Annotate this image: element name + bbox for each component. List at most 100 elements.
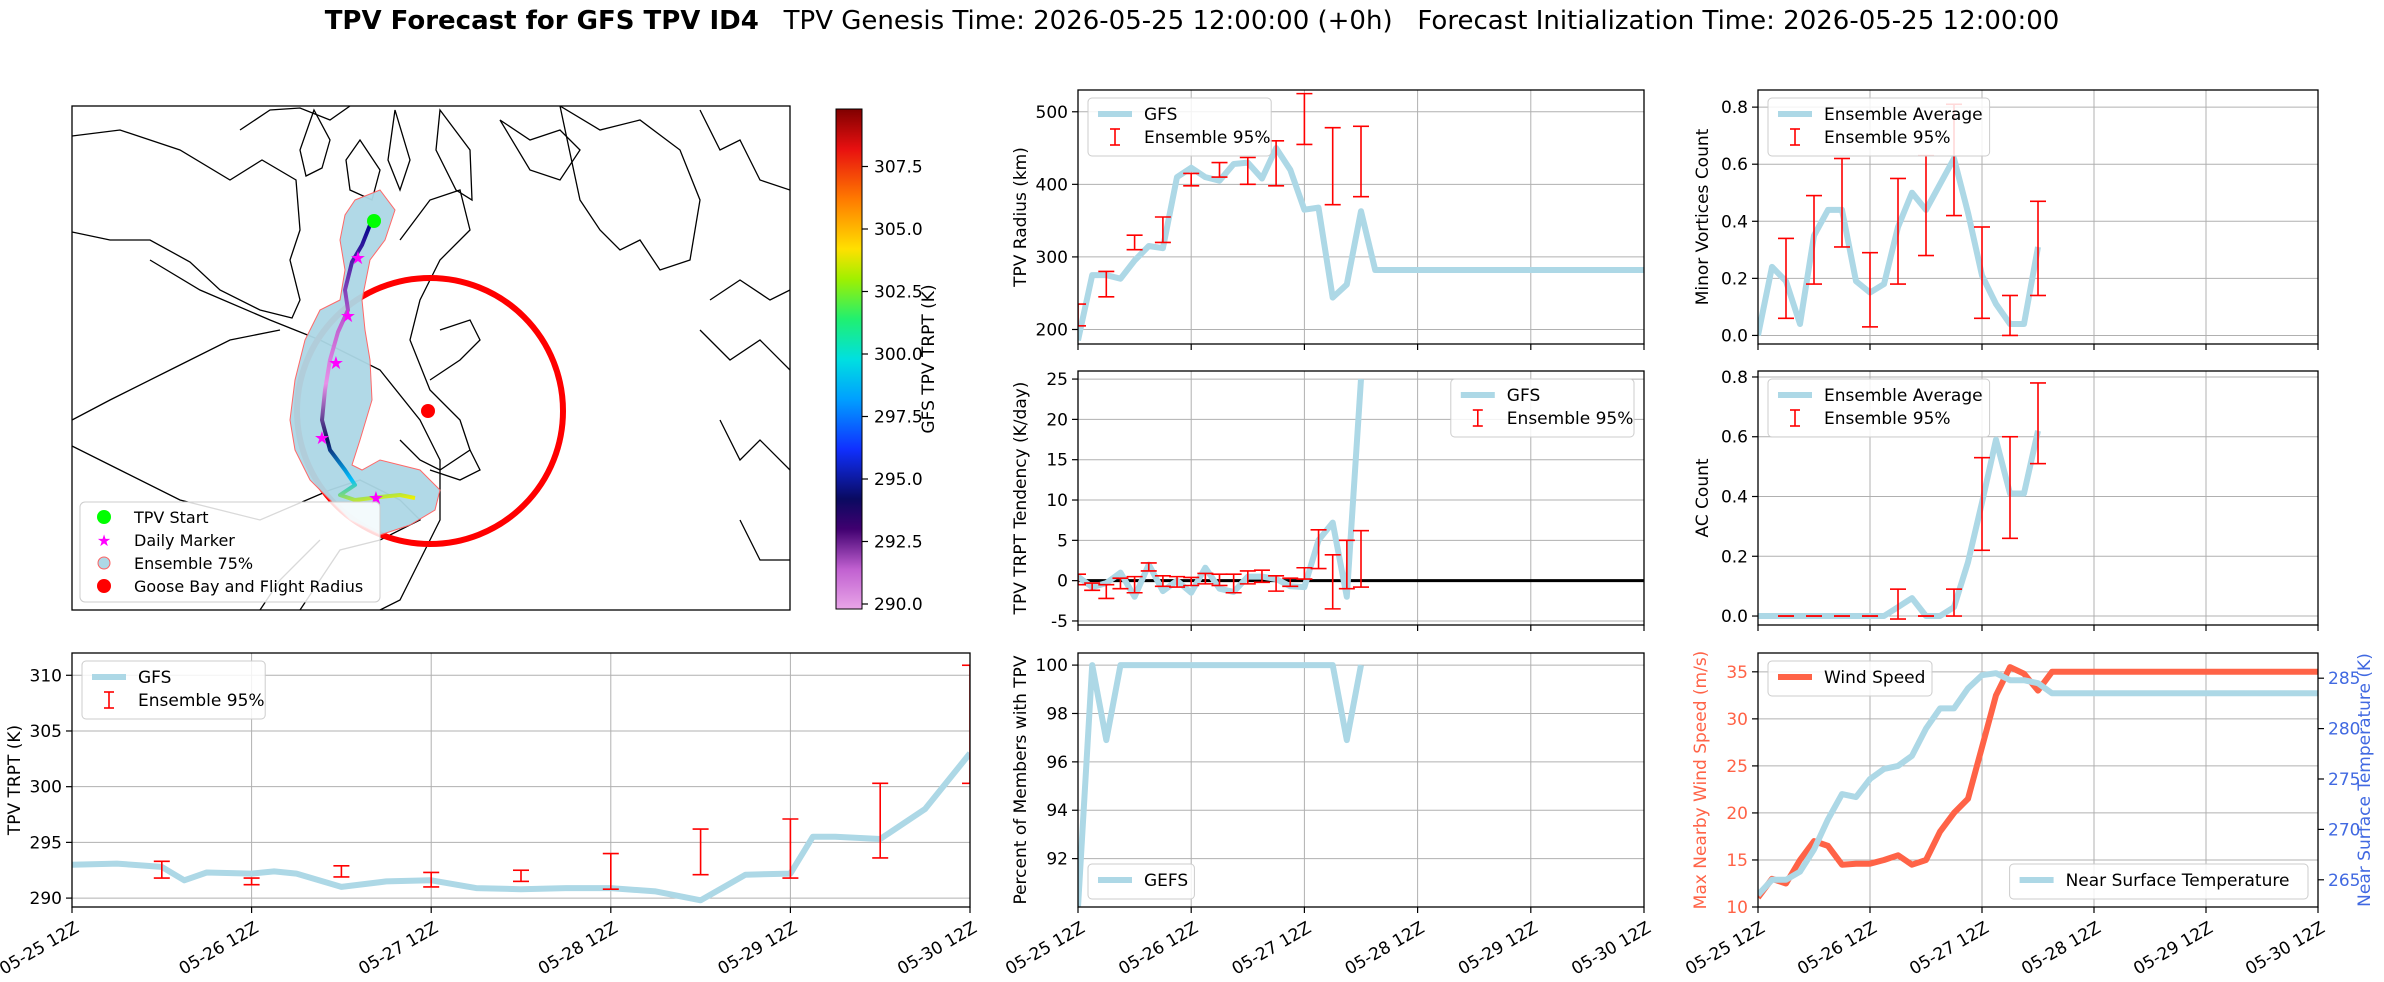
errorbar xyxy=(1778,237,1794,320)
legend-box xyxy=(2009,863,2309,900)
y-tick-label: 200 xyxy=(1036,320,1068,340)
y-tick-label: 20 xyxy=(1726,804,1748,824)
legend-label: GFS xyxy=(1144,105,1177,125)
errorbar xyxy=(1353,125,1369,198)
errorbar xyxy=(1296,92,1313,146)
x-tick-label: 05-25 12Z xyxy=(1002,918,1088,979)
chart-tendency: -5 0 5 10 15 20 25 TPV TRPT Tendency (K/day) GFS… xyxy=(1011,370,1645,632)
y-axis-label: Percent of Members with TPV xyxy=(1011,655,1031,904)
legend-tpv-start: TPV Start xyxy=(133,508,209,527)
x-tick-label: 05-30 12Z xyxy=(2242,918,2328,979)
plot-frame xyxy=(1757,652,2319,908)
y-axis-label: Minor Vortices Count xyxy=(1693,128,1713,305)
plot-area xyxy=(72,664,970,904)
errorbar xyxy=(1974,456,1990,552)
x-tick-label: 05-25 12Z xyxy=(0,918,83,979)
legend-box xyxy=(1767,660,1933,697)
series-line xyxy=(1758,430,2041,619)
legend-goose-bay: Goose Bay and Flight Radius xyxy=(134,577,363,596)
errorbar xyxy=(1197,572,1214,585)
errorbar xyxy=(602,852,619,890)
tpv-track xyxy=(320,219,416,502)
errorbar xyxy=(1098,583,1115,600)
genesis-time: TPV Genesis Time: 2026-05-25 12:00:00 (+… xyxy=(783,6,1393,36)
legend-tpv-start-icon xyxy=(97,510,111,524)
colorbar-tick-label: 290.0 xyxy=(874,595,923,615)
colorbar-tick-label: 300.0 xyxy=(874,345,923,365)
y-tick-label: 0 xyxy=(1057,572,1068,592)
y-tick-label: 15 xyxy=(1726,851,1748,871)
errorbar xyxy=(1084,582,1101,592)
chart-radius: 200 300 400 500 TPV Radius (km) GFS Ensemble 9… xyxy=(1011,89,1645,350)
legend-box xyxy=(1087,863,1195,900)
legend-box xyxy=(1087,97,1272,157)
legend-ensemble-icon xyxy=(97,556,111,570)
y-tick-label: 94 xyxy=(1046,801,1068,821)
errorbar xyxy=(1310,529,1327,570)
y-axis-label: TPV TRPT (K) xyxy=(5,725,25,836)
y-tick-label: 0.0 xyxy=(1721,607,1748,627)
errorbar xyxy=(1890,177,1906,285)
errorbar xyxy=(2002,294,2018,337)
legend-box xyxy=(1767,97,1991,157)
errorbar xyxy=(1338,539,1355,590)
y-tick-label: 305 xyxy=(30,722,62,742)
y-tick-label: 5 xyxy=(1057,531,1068,551)
legend: GFS Ensemble 95% xyxy=(81,660,266,720)
plot-area xyxy=(1758,664,2318,900)
y-tick-label: 15 xyxy=(1046,451,1068,471)
errorbar xyxy=(1239,570,1256,585)
x-tick-label: 05-26 12Z xyxy=(1115,918,1201,979)
series-line xyxy=(72,751,970,904)
y-tick-label: 35 xyxy=(1726,663,1748,683)
errorbar xyxy=(1098,270,1115,298)
y-tick-label: 300 xyxy=(30,778,62,798)
errorbar xyxy=(1126,234,1143,251)
x-tick-label: 05-30 12Z xyxy=(1568,918,1654,979)
y-tick-label: 500 xyxy=(1036,103,1068,123)
y-right-axis-label: Near Surface Temperature (K) xyxy=(2355,653,2375,907)
y-tick-label: 0.2 xyxy=(1721,269,1748,289)
errorbar xyxy=(1140,562,1157,572)
legend: GFS Ensemble 95% xyxy=(1087,97,1272,157)
series-line xyxy=(1758,664,2318,900)
legend-label: Ensemble 95% xyxy=(1507,409,1634,429)
colorbar-tick-label: 295.0 xyxy=(874,470,923,490)
daily-marker: ★ xyxy=(314,428,330,449)
y-tick-label: 10 xyxy=(1046,491,1068,511)
plot-frame xyxy=(1077,89,1645,345)
y-tick-label: 310 xyxy=(30,666,62,686)
figure-title-bold: TPV Forecast for GFS TPV ID4 xyxy=(324,6,759,36)
legend-label: Near Surface Temperature xyxy=(2066,871,2290,891)
y-tick-label: 0.8 xyxy=(1721,368,1748,388)
y-axis-label: AC Count xyxy=(1693,458,1713,537)
legend-label: Ensemble 95% xyxy=(1144,128,1271,148)
errorbar xyxy=(1834,157,1850,248)
y-right-tick-label: 285 xyxy=(2328,669,2360,689)
x-tick-label: 05-28 12Z xyxy=(2018,918,2104,979)
colorbar-ticks: 307.5 305.0 302.5 300.0 297.5 295.0 292.5 290.0 xyxy=(862,158,923,615)
chart-minor_vortices: 0.0 0.2 0.4 0.6 0.8 Minor Vortices Count Ensem… xyxy=(1693,89,2319,350)
errorbar xyxy=(1211,161,1228,178)
plot-area xyxy=(1078,378,1369,610)
y-tick-label: 96 xyxy=(1046,753,1068,773)
y-tick-label: 0.6 xyxy=(1721,428,1748,448)
tpv-start-marker xyxy=(367,214,381,228)
colorbar-tick-label: 292.5 xyxy=(874,533,923,553)
legend-box xyxy=(81,660,266,720)
map-legend-box xyxy=(79,501,381,603)
errorbar xyxy=(243,877,260,886)
y-tick-label: 0.8 xyxy=(1721,98,1748,118)
figure-title: TPV Forecast for GFS TPV ID4 TPV Genesis… xyxy=(0,6,2384,36)
plot-frame xyxy=(1077,370,1645,626)
errorbar xyxy=(1946,588,1962,617)
errorbar xyxy=(333,864,350,878)
errorbar xyxy=(1211,573,1228,587)
legend-label: Ensemble 95% xyxy=(138,691,265,711)
y-tick-label: 0.6 xyxy=(1721,155,1748,175)
daily-marker: ★ xyxy=(328,353,344,374)
series-line xyxy=(1078,145,1644,342)
x-tick-label: 05-29 12Z xyxy=(715,918,801,979)
plot-area xyxy=(1078,662,1364,907)
